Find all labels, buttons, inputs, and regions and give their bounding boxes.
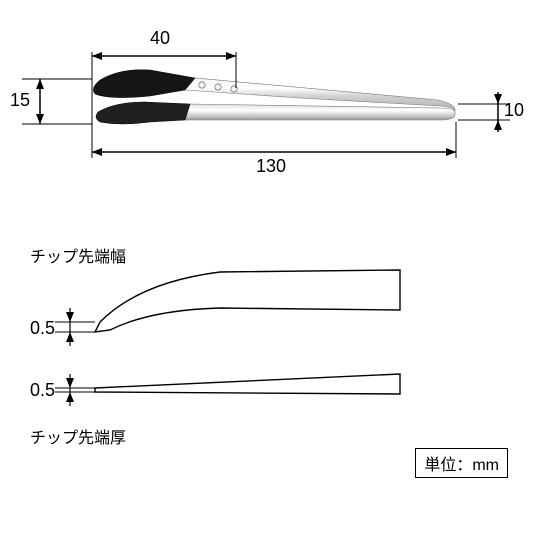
dim-handle-h: 10 (504, 100, 524, 121)
tip-width-label: チップ先端幅 (30, 243, 126, 267)
tip-thickness-label: チップ先端厚 (30, 424, 126, 448)
dim-tip-height: 15 (10, 90, 30, 111)
unit-label: 単位：mm (415, 448, 508, 478)
tip-thickness-value: 0.5 (30, 380, 55, 401)
dim-overall-len: 130 (256, 156, 286, 177)
tip-width-value: 0.5 (30, 318, 55, 339)
dim-tip-length: 40 (150, 28, 170, 49)
